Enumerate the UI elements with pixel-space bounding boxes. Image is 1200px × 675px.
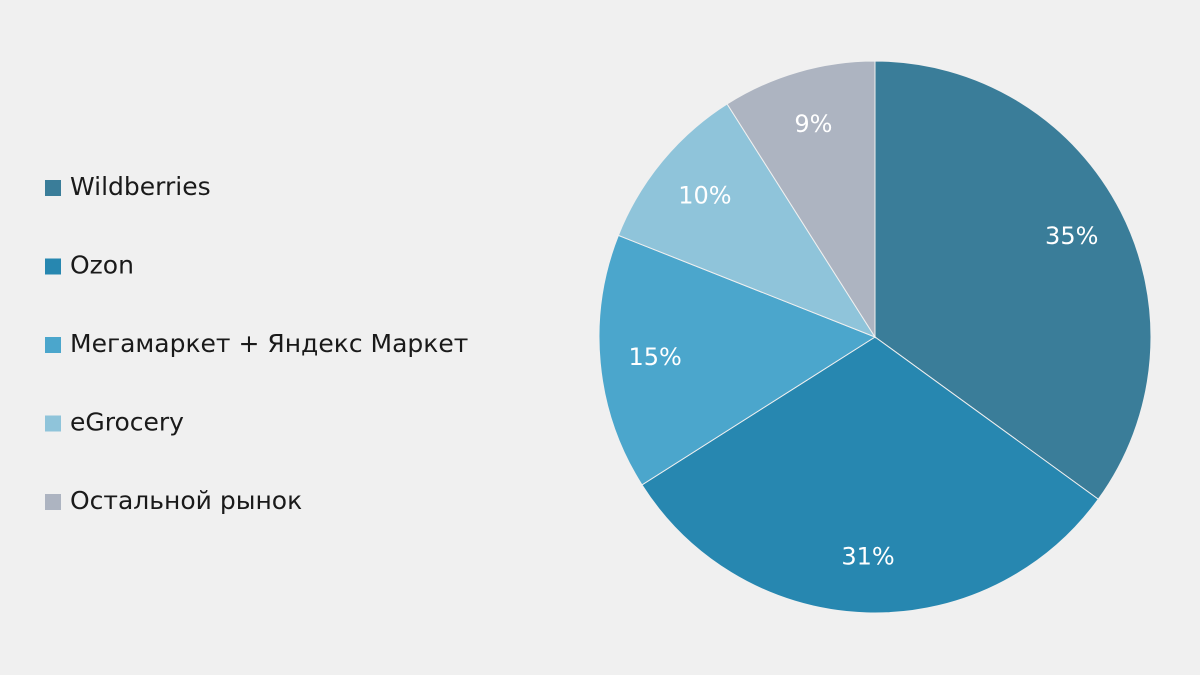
legend-label: eGrocery xyxy=(70,408,184,437)
data-label: 35% xyxy=(1045,222,1098,250)
legend-label: Wildberries xyxy=(70,172,211,201)
legend-swatch xyxy=(45,180,61,196)
pie-slice xyxy=(641,336,1099,614)
legend-swatch xyxy=(45,337,61,353)
legend-label: Мегамаркет + Яндекс Маркет xyxy=(70,329,468,358)
legend-label: Ozon xyxy=(70,251,134,280)
legend-swatch xyxy=(45,494,61,510)
pie-slice xyxy=(874,60,1152,500)
legend-swatch xyxy=(45,415,61,432)
data-label: 15% xyxy=(629,343,682,371)
data-label: 31% xyxy=(841,543,894,571)
legend-swatch xyxy=(45,258,61,275)
pie-slice xyxy=(598,234,877,486)
legend-label: Остальной рынок xyxy=(70,486,302,515)
data-label: 10% xyxy=(678,181,731,209)
pie-slice xyxy=(617,103,877,339)
data-label: 9% xyxy=(794,110,832,138)
pie-slice xyxy=(726,60,876,339)
